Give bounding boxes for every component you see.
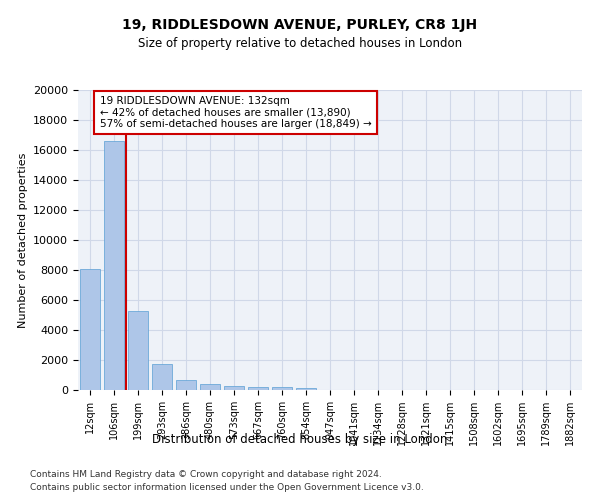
Bar	[272, 388, 292, 390]
Bar	[248, 386, 268, 390]
Text: Distribution of detached houses by size in London: Distribution of detached houses by size …	[152, 432, 448, 446]
Bar	[200, 384, 220, 390]
Text: Contains public sector information licensed under the Open Government Licence v3: Contains public sector information licen…	[30, 482, 424, 492]
Bar	[176, 380, 196, 390]
Text: Contains HM Land Registry data © Crown copyright and database right 2024.: Contains HM Land Registry data © Crown c…	[30, 470, 382, 479]
Text: 19 RIDDLESDOWN AVENUE: 132sqm
← 42% of detached houses are smaller (13,890)
57% : 19 RIDDLESDOWN AVENUE: 132sqm ← 42% of d…	[100, 96, 371, 129]
Bar	[152, 364, 172, 390]
Bar	[296, 388, 316, 390]
Bar	[224, 386, 244, 390]
Bar	[104, 141, 124, 390]
Bar	[80, 268, 100, 390]
Bar	[128, 310, 148, 390]
Y-axis label: Number of detached properties: Number of detached properties	[17, 152, 28, 328]
Text: 19, RIDDLESDOWN AVENUE, PURLEY, CR8 1JH: 19, RIDDLESDOWN AVENUE, PURLEY, CR8 1JH	[122, 18, 478, 32]
Text: Size of property relative to detached houses in London: Size of property relative to detached ho…	[138, 38, 462, 51]
